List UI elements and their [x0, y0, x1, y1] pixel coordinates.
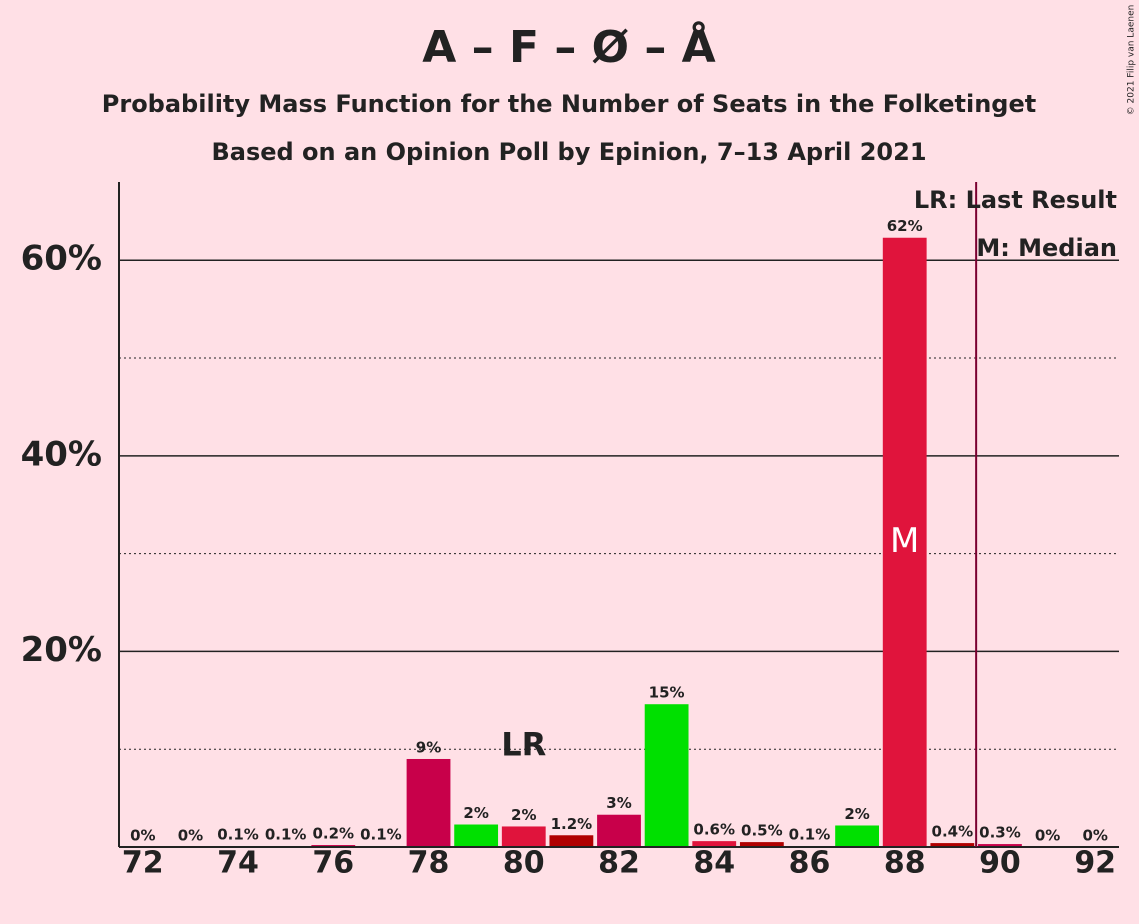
- data-label: 62%: [887, 217, 923, 235]
- data-label: 0%: [130, 827, 155, 845]
- y-tick-label: 40%: [21, 434, 102, 474]
- bar: [597, 814, 641, 847]
- data-label: 0%: [1035, 827, 1060, 845]
- data-label: 0.1%: [789, 826, 831, 844]
- data-label: 0.4%: [932, 823, 974, 841]
- x-tick-label: 92: [1074, 846, 1116, 881]
- data-label: 1.2%: [551, 815, 593, 833]
- chart-subtitle: Probability Mass Function for the Number…: [102, 90, 1036, 118]
- data-label: 0%: [1082, 827, 1107, 845]
- legend-entry: LR: Last Result: [914, 186, 1117, 214]
- x-tick-label: 86: [789, 846, 831, 881]
- data-label: 15%: [649, 684, 685, 702]
- x-tick-label: 88: [884, 846, 926, 881]
- bar: [930, 843, 975, 847]
- data-label: 3%: [606, 794, 631, 812]
- bar: [835, 825, 879, 847]
- data-label: 0.3%: [979, 824, 1021, 842]
- data-label: 0.6%: [693, 821, 735, 839]
- data-label: 0.1%: [360, 826, 402, 844]
- y-tick-label: 20%: [21, 630, 102, 670]
- data-label: 2%: [511, 806, 536, 824]
- data-label: 0.1%: [217, 826, 259, 844]
- bar: [406, 758, 451, 847]
- data-label: 0.5%: [741, 822, 783, 840]
- bar: [739, 842, 784, 847]
- x-tick-label: 78: [408, 846, 450, 881]
- x-tick-label: 84: [693, 846, 735, 881]
- bar: [454, 824, 499, 847]
- bar: [549, 835, 594, 847]
- bar: [501, 826, 546, 847]
- y-tick-label: 60%: [21, 239, 102, 279]
- median-label: M: [890, 521, 919, 561]
- data-label: 2%: [844, 805, 869, 823]
- bar: [692, 841, 737, 847]
- copyright: © 2021 Filip van Laenen: [1127, 5, 1137, 116]
- x-tick-label: 82: [598, 846, 640, 881]
- data-label: 0%: [178, 827, 203, 845]
- chart-subtitle: Based on an Opinion Poll by Epinion, 7–1…: [211, 138, 926, 166]
- x-tick-label: 76: [312, 846, 354, 881]
- x-tick-label: 80: [503, 846, 545, 881]
- data-label: 0.2%: [312, 825, 354, 843]
- data-label: 0.1%: [265, 826, 307, 844]
- x-tick-label: 74: [217, 846, 259, 881]
- data-label: 2%: [463, 804, 488, 822]
- chart-title: A – F – Ø – Å: [422, 20, 715, 73]
- x-tick-label: 72: [122, 846, 164, 881]
- bar: [644, 704, 689, 847]
- data-label: 9%: [416, 738, 441, 756]
- last-result-label: LR: [501, 725, 546, 763]
- legend-entry: M: Median: [976, 234, 1117, 262]
- bar: [882, 237, 927, 847]
- bar: [978, 844, 1022, 847]
- x-tick-label: 90: [979, 846, 1021, 881]
